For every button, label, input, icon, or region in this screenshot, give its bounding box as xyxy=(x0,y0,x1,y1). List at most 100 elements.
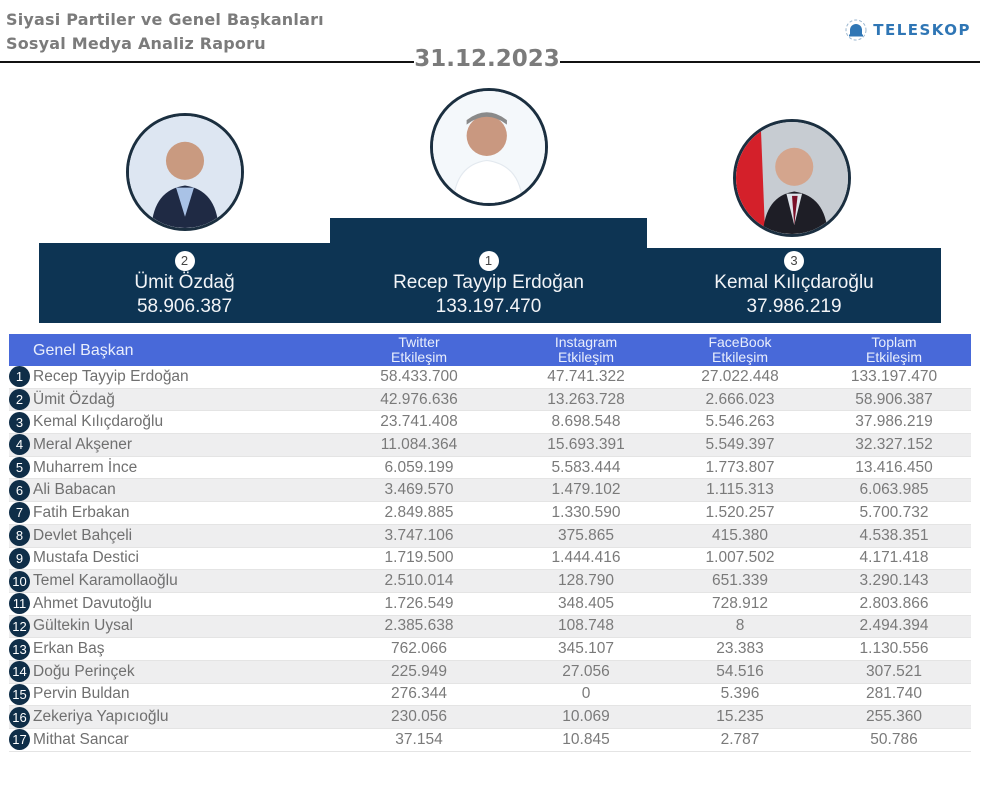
table-row: 17 Mithat Sancar 37.154 10.845 2.787 50.786 xyxy=(9,729,971,752)
total-value: 37.986.219 xyxy=(855,413,933,431)
instagram-value: 348.405 xyxy=(557,594,615,612)
rank-badge: 2 xyxy=(9,389,30,411)
table-row: 14 Doğu Perinçek 225.949 27.056 54.516 307.52… xyxy=(9,660,971,684)
instagram-value: 27.056 xyxy=(562,662,610,680)
facebook-value: 5.549.397 xyxy=(705,435,775,453)
total-value: 6.063.985 xyxy=(859,481,929,499)
rank-badge: 6 xyxy=(9,479,30,501)
instagram-value: 13.263.728 xyxy=(547,390,625,408)
leader-cell: 9 Mustafa Destici xyxy=(9,547,329,569)
leader-cell: 16 Zekeriya Yapıcıoğlu xyxy=(9,706,329,728)
telescope-dome-icon xyxy=(845,19,867,41)
leader-name: Temel Karamollaoğlu xyxy=(33,572,178,590)
rank-badge: 1 xyxy=(478,251,499,271)
podium-first-place: 1 Recep Tayyip Erdoğan 133.197.470 xyxy=(330,218,647,323)
leader-name: Fatih Erbakan xyxy=(33,503,130,521)
rank-badge: 11 xyxy=(9,593,30,615)
engagement-table: Genel Başkan Twitter Etkileşim Instagram… xyxy=(9,334,971,752)
leader-name: Ümit Özdağ xyxy=(33,390,115,408)
rank-badge: 10 xyxy=(9,570,30,592)
instagram-value: 108.748 xyxy=(557,617,615,635)
total-value: 5.700.732 xyxy=(859,503,929,521)
facebook-value: 1.520.257 xyxy=(705,503,775,521)
podium-name: Ümit Özdağ xyxy=(134,272,235,293)
column-header-instagram: Instagram Etkileşim xyxy=(509,334,663,366)
rank-badge: 9 xyxy=(9,547,30,569)
instagram-value: 0 xyxy=(581,685,591,703)
podium-value: 37.986.219 xyxy=(746,296,842,317)
leader-cell: 15 Pervin Buldan xyxy=(9,683,329,705)
leader-cell: 1 Recep Tayyip Erdoğan xyxy=(9,366,329,388)
table-row: 1 Recep Tayyip Erdoğan 58.433.700 47.741.32… xyxy=(9,366,971,389)
total-value: 3.290.143 xyxy=(859,572,929,590)
instagram-value: 15.693.391 xyxy=(547,435,625,453)
leader-cell: 4 Meral Akşener xyxy=(9,434,329,456)
instagram-value: 128.790 xyxy=(557,572,615,590)
table-header: Genel Başkan Twitter Etkileşim Instagram… xyxy=(9,334,971,366)
podium-third-place: 3 Kemal Kılıçdaroğlu 37.986.219 xyxy=(647,248,941,323)
facebook-value: 415.380 xyxy=(711,526,769,544)
twitter-value: 230.056 xyxy=(390,708,448,726)
podium-value: 58.906.387 xyxy=(136,296,233,317)
instagram-value: 8.698.548 xyxy=(551,413,621,431)
table-row: 5 Muharrem İnce 6.059.199 5.583.444 1.773.80… xyxy=(9,456,971,480)
leader-name: Erkan Baş xyxy=(33,640,105,658)
rank-badge: 12 xyxy=(9,615,30,637)
header-line: Etkileşim xyxy=(557,349,614,365)
table-row: 12 Gültekin Uysal 2.385.638 108.748 8 2.494.3… xyxy=(9,615,971,639)
total-value: 4.171.418 xyxy=(859,549,929,567)
leader-cell: 5 Muharrem İnce xyxy=(9,457,329,479)
instagram-value: 47.741.322 xyxy=(547,367,625,385)
twitter-value: 2.849.885 xyxy=(384,503,454,521)
leader-name: Ali Babacan xyxy=(33,481,116,499)
leader-name: Muharrem İnce xyxy=(33,458,138,476)
rank-badge: 3 xyxy=(9,411,30,433)
portrait-photo-third xyxy=(733,119,851,237)
report-title: Siyasi Partiler ve Genel Başkanları Sosy… xyxy=(6,8,324,56)
rank-badge: 2 xyxy=(174,251,195,271)
rank-badge: 15 xyxy=(9,683,30,705)
leader-cell: 11 Ahmet Davutoğlu xyxy=(9,593,329,615)
table-row: 13 Erkan Baş 762.066 345.107 23.383 1.130.556 xyxy=(9,638,971,661)
logo-text: TELESKOP xyxy=(873,21,971,39)
leader-name: Devlet Bahçeli xyxy=(33,526,133,544)
table-row: 3 Kemal Kılıçdaroğlu 23.741.408 8.698.548 5.… xyxy=(9,411,971,435)
total-value: 13.416.450 xyxy=(855,458,933,476)
column-header-facebook: FaceBook Etkileşim xyxy=(663,334,817,366)
leader-name: Zekeriya Yapıcıoğlu xyxy=(33,708,169,726)
facebook-value: 5.546.263 xyxy=(705,413,775,431)
facebook-value: 651.339 xyxy=(711,572,769,590)
facebook-value: 23.383 xyxy=(716,640,764,658)
twitter-value: 3.747.106 xyxy=(384,526,454,544)
instagram-value: 10.069 xyxy=(562,708,610,726)
leader-cell: 3 Kemal Kılıçdaroğlu xyxy=(9,411,329,433)
total-value: 4.538.351 xyxy=(859,526,929,544)
title-line-2: Sosyal Medya Analiz Raporu xyxy=(6,34,266,53)
total-value: 1.130.556 xyxy=(859,640,929,658)
facebook-value: 1.115.313 xyxy=(706,481,774,499)
table-body: 1 Recep Tayyip Erdoğan 58.433.700 47.741.32… xyxy=(9,366,971,752)
podium-name: Recep Tayyip Erdoğan xyxy=(393,272,584,293)
instagram-value: 375.865 xyxy=(557,526,615,544)
report-date: 31.12.2023 xyxy=(414,46,560,72)
twitter-value: 58.433.700 xyxy=(380,367,458,385)
portrait-photo-first xyxy=(430,88,548,206)
twitter-value: 23.741.408 xyxy=(380,413,458,431)
podium-second-place: 2 Ümit Özdağ 58.906.387 xyxy=(39,243,330,323)
facebook-value: 1.773.807 xyxy=(705,458,775,476)
column-header-twitter: Twitter Etkileşim xyxy=(329,334,509,366)
facebook-value: 2.666.023 xyxy=(705,390,775,408)
leader-name: Gültekin Uysal xyxy=(33,617,133,635)
total-value: 281.740 xyxy=(865,685,923,703)
column-header-name: Genel Başkan xyxy=(33,341,134,359)
facebook-value: 728.912 xyxy=(711,594,769,612)
twitter-value: 2.510.014 xyxy=(384,572,454,590)
table-row: 15 Pervin Buldan 276.344 0 5.396 281.740 xyxy=(9,683,971,707)
rank-badge: 5 xyxy=(9,457,30,479)
rank-badge: 3 xyxy=(784,251,804,271)
podium-name: Kemal Kılıçdaroğlu xyxy=(714,272,874,293)
twitter-value: 762.066 xyxy=(390,640,448,658)
total-value: 50.786 xyxy=(870,730,918,748)
instagram-value: 1.479.102 xyxy=(551,481,621,499)
rank-badge: 16 xyxy=(9,706,30,728)
